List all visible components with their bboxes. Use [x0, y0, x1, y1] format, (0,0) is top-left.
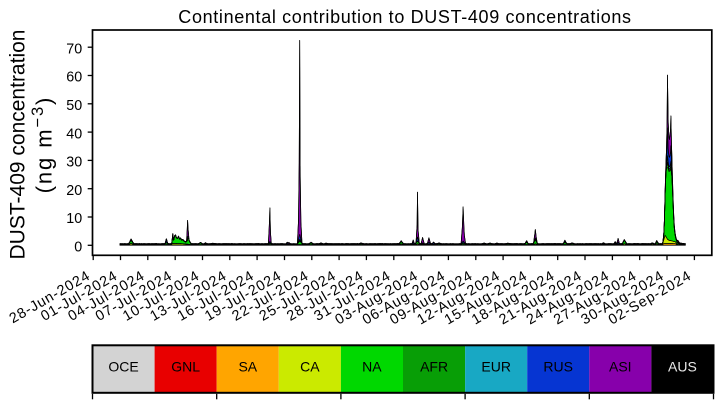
- svg-text:ASI: ASI: [609, 359, 632, 375]
- svg-text:60: 60: [66, 70, 82, 86]
- svg-text:40: 40: [66, 126, 82, 142]
- svg-text:CA: CA: [300, 359, 320, 375]
- svg-text:SA: SA: [238, 359, 257, 375]
- svg-text:OCE: OCE: [108, 359, 138, 375]
- svg-text:AFR: AFR: [420, 359, 448, 375]
- svg-text:0: 0: [74, 240, 82, 256]
- svg-text:70: 70: [66, 41, 82, 57]
- svg-text:RUS: RUS: [543, 359, 573, 375]
- svg-text:Continental contribution to DU: Continental contribution to DUST-409 con…: [178, 7, 631, 27]
- svg-text:AUS: AUS: [668, 359, 697, 375]
- svg-text:EUR: EUR: [481, 359, 511, 375]
- svg-text:50: 50: [66, 98, 82, 114]
- svg-text:DUST-409 concentration: DUST-409 concentration: [7, 30, 30, 260]
- svg-text:30: 30: [66, 155, 82, 171]
- svg-text:20: 20: [66, 183, 82, 199]
- svg-text:GNL: GNL: [171, 359, 200, 375]
- svg-text:NA: NA: [362, 359, 382, 375]
- svg-text:10: 10: [66, 211, 82, 227]
